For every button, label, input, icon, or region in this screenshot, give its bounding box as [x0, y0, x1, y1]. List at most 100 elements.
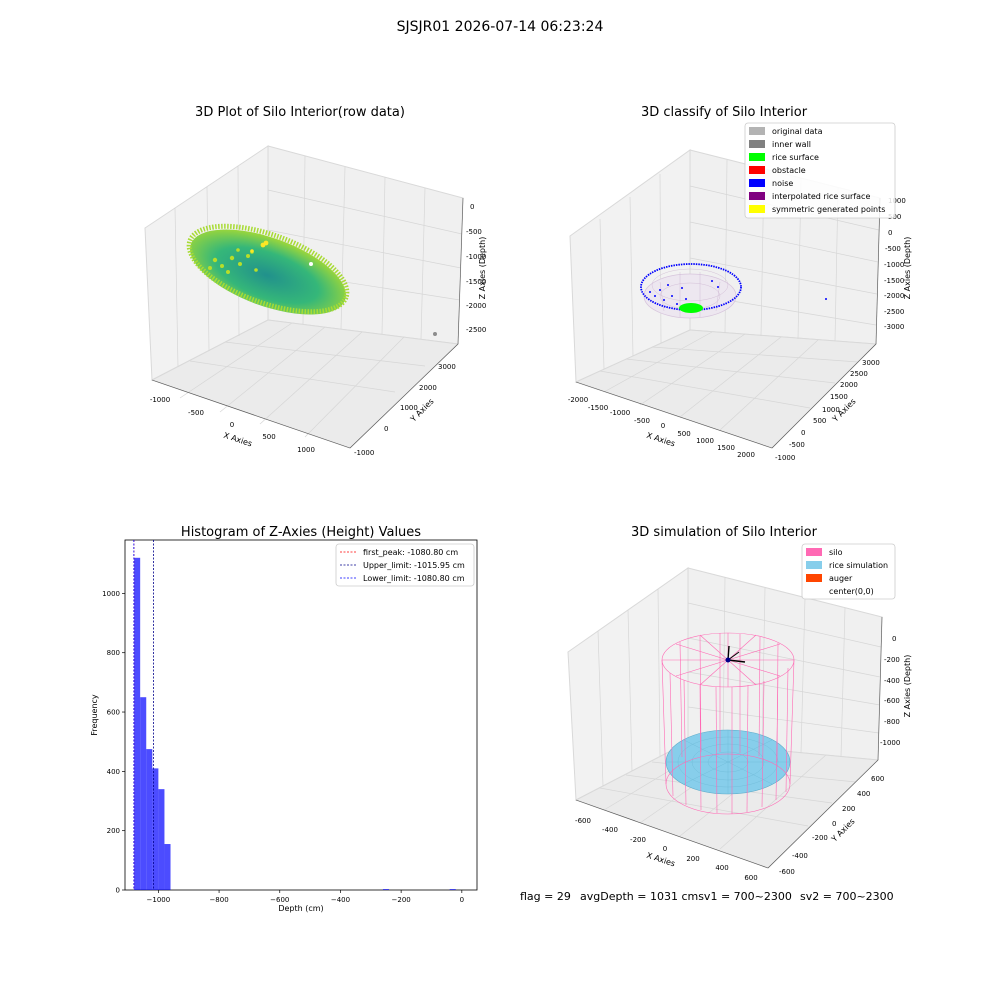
footer-flag: flag = 29: [520, 890, 571, 903]
cls-legend-box: [744, 122, 896, 219]
sim-legend-box: [801, 543, 896, 600]
hist-xtick-label: −400: [331, 896, 350, 904]
hist-ytick-label: 800: [107, 649, 120, 657]
hist-bars: [134, 557, 456, 890]
raw-ytick: 1000: [400, 404, 418, 412]
cls-y-ticks: -1000 -500 0 500 1000 1500 2000 2500 300…: [775, 359, 880, 462]
panel-classify-3d: 3D classify of Silo Interior: [568, 105, 912, 462]
sim-xtick: -200: [630, 836, 646, 844]
cls-xtick: -1000: [610, 409, 630, 417]
hist-bar: [146, 749, 153, 890]
cls-noise-points: [649, 280, 827, 305]
hist-xtick-label: 0: [460, 896, 464, 904]
legend-label: rice surface: [772, 153, 819, 162]
legend-label: Lower_limit: -1080.80 cm: [363, 574, 465, 583]
hist-ytick-label: 0: [116, 887, 120, 895]
cls-xtick: 1000: [696, 437, 714, 445]
raw-outlier-point: [433, 332, 437, 336]
cls-ytick: 1500: [830, 393, 848, 401]
raw-z-ticks: 0 -500 -1000 -1500 -2000 -2500: [466, 203, 486, 334]
legend-label: inner wall: [772, 140, 811, 149]
cls-xtick: -2000: [568, 396, 588, 404]
cls-ytick: -1000: [775, 454, 795, 462]
cls-xtick: -500: [634, 417, 650, 425]
sim-z-ticks: 0 -200 -400 -600 -800 -1000: [880, 635, 900, 747]
raw-ytick: 0: [384, 425, 388, 433]
legend-swatch: [749, 140, 765, 148]
sim-ytick: 0: [832, 820, 836, 828]
hist-title: Histogram of Z-Axies (Height) Values: [181, 525, 421, 540]
raw-ytick: 2000: [419, 384, 437, 392]
hist-bar: [164, 844, 171, 890]
legend-label: silo: [829, 548, 843, 557]
legend-label: auger: [829, 574, 853, 583]
hist-bar: [140, 697, 147, 890]
cls-xtick: 0: [661, 422, 665, 430]
hist-x-ticks: −1000 −800 −600 −400 −200 0: [147, 890, 464, 904]
sim-ytick: -600: [779, 868, 795, 876]
footer-sv2: sv2 = 700~2300: [800, 890, 894, 903]
cls-ytick: 2000: [840, 381, 858, 389]
cls-y-axis-line: [771, 343, 877, 449]
legend-label: noise: [772, 179, 793, 188]
sim-ztick: -400: [884, 677, 900, 685]
legend-label: obstacle: [772, 166, 806, 175]
raw-xlabel: X Axies: [222, 431, 253, 449]
cls-x-ticks: -2000 -1500 -1000 -500 0 500 1000 1500 2…: [568, 396, 755, 459]
raw-y-ticks: -1000 0 1000 2000 3000: [354, 363, 456, 457]
sim-z-axis-line: [877, 616, 883, 761]
raw-ztick: 0: [470, 203, 474, 211]
raw-xtick: 500: [262, 433, 275, 441]
cls-ytick: 2500: [850, 370, 868, 378]
raw-zlabel: Z Axies (Depth): [478, 237, 487, 300]
raw-ztick: -2000: [466, 302, 486, 310]
cls-ytick: 0: [801, 429, 805, 437]
sim-xlabel: X Axies: [645, 851, 676, 869]
hist-vlines: [133, 540, 154, 890]
panel-simulation-3d: 3D simulation of Silo Interior: [567, 525, 912, 882]
raw-xtick: -500: [188, 409, 204, 417]
cls-ztick: -500: [885, 245, 901, 253]
raw-bowl-rim: [186, 223, 350, 315]
raw-xtick: -1000: [150, 396, 170, 404]
cls-ztick: 1000: [888, 197, 906, 205]
sim-y-axis-line: [767, 759, 879, 869]
hist-bar: [382, 889, 389, 890]
sim-ztick: -600: [884, 697, 900, 705]
hist-bar: [152, 768, 159, 890]
hist-bar: [449, 889, 456, 890]
legend-label: Upper_limit: -1015.95 cm: [363, 561, 465, 570]
sim-ztick: -200: [884, 656, 900, 664]
sim-x-axis-line: [575, 799, 769, 869]
raw-ztick: -1000: [466, 253, 486, 261]
cls-ztick: -2000: [884, 292, 904, 300]
sim-y-ticks: -600 -400 -200 0 200 400 600: [779, 775, 884, 876]
raw-white-point: [309, 262, 313, 266]
hist-bar: [158, 789, 165, 890]
cls-z-axis-line: [875, 197, 881, 345]
cls-zlabel: Z Axies (Depth): [903, 237, 912, 300]
raw-y-axis-line: [349, 343, 459, 449]
raw-z-axis-line: [457, 197, 464, 345]
sim-ztick: 0: [892, 635, 896, 643]
raw-bowl-surface: [190, 229, 346, 315]
raw-xtick: 0: [230, 421, 234, 429]
cls-ztick: -2500: [884, 308, 904, 316]
raw-ytick: -1000: [354, 449, 374, 457]
panel-raw-3d: 3D Plot of Silo Interior(row data): [144, 105, 487, 457]
legend-swatch: [749, 166, 765, 174]
sim-ytick: 600: [871, 775, 884, 783]
cls-legend: original data inner wall rice surface ob…: [744, 122, 896, 219]
legend-swatch: [749, 179, 765, 187]
sim-x-ticks: -600 -400 -200 0 200 400 600: [575, 817, 758, 882]
cls-ytick: 3000: [862, 359, 880, 367]
footer-avg-depth-sv1: avgDepth = 1031 cmsv1 = 700~2300: [580, 890, 792, 903]
hist-ylabel: Frequency: [90, 694, 99, 736]
cls-xtick: 2000: [737, 451, 755, 459]
cls-xtick: 1500: [717, 444, 735, 452]
panel-classify-title: 3D classify of Silo Interior: [641, 105, 808, 120]
legend-label: rice simulation: [829, 561, 888, 570]
sim-xtick: 200: [686, 855, 699, 863]
cls-ztick: -3000: [884, 323, 904, 331]
cls-ztick: -1000: [884, 261, 904, 269]
